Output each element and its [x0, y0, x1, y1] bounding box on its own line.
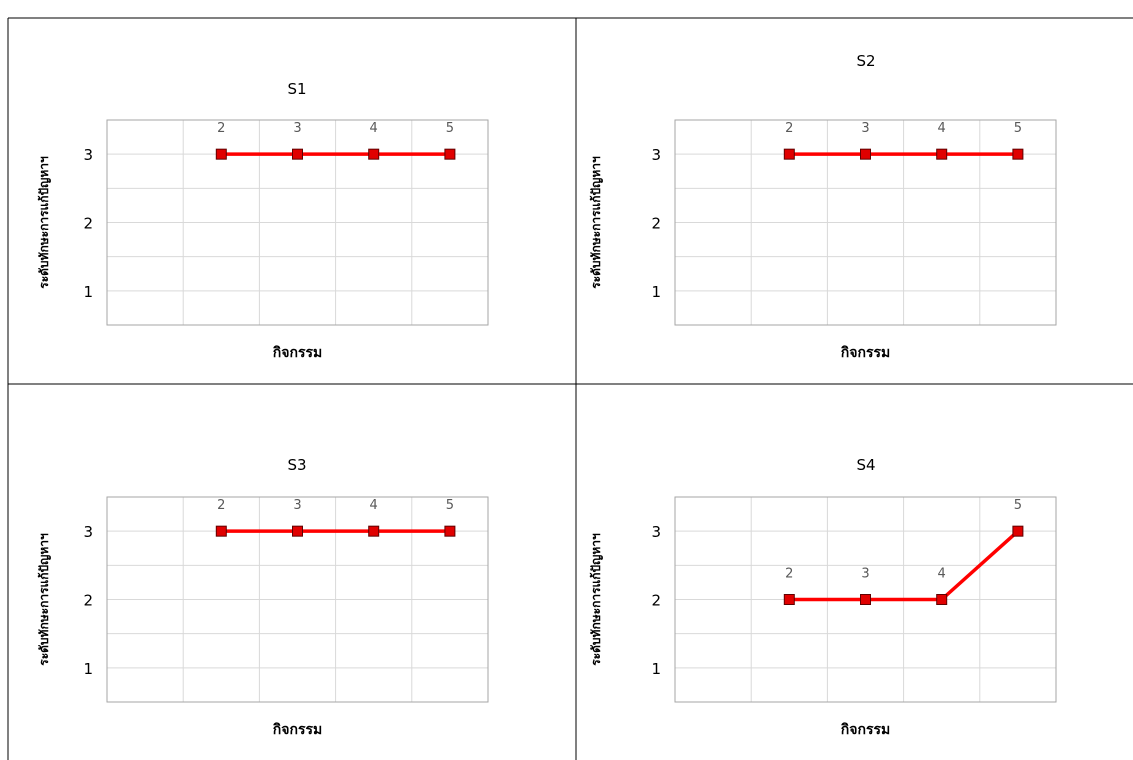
data-label: 5: [1014, 498, 1022, 513]
chart-title: S4: [856, 456, 875, 474]
data-point: [292, 525, 303, 537]
data-label: 2: [217, 121, 225, 136]
data-point: [860, 594, 871, 605]
y-tick-label: 2: [651, 592, 661, 610]
chart-1: 1 2 3 S1 กิจกรรม ระดับทักษะการแก้ปัญหาฯ 2 3 4 5: [37, 80, 489, 361]
cell-borders: [7, 17, 1133, 760]
plot-border: [106, 496, 489, 703]
y-tick-label: 1: [651, 660, 661, 678]
data-point: [444, 148, 456, 160]
y-tick-label: 2: [83, 592, 93, 610]
data-label: 4: [370, 498, 378, 513]
y-tick-label: 2: [651, 215, 661, 233]
chart-3: 1 2 3 S3 กิจกรรม ระดับทักษะการแก้ปัญหาฯ 2 3 4 5: [37, 456, 489, 738]
y-axis-label: ระดับทักษะการแก้ปัญหาฯ: [589, 156, 603, 289]
y-tick-label: 3: [651, 146, 661, 164]
y-tick-label: 3: [83, 523, 93, 541]
data-label: 4: [938, 121, 946, 136]
y-tick-label: 2: [83, 215, 93, 233]
data-label: 2: [217, 498, 225, 513]
data-point: [1012, 148, 1024, 160]
x-axis-label: กิจกรรม: [272, 722, 322, 738]
data-label: 3: [293, 498, 301, 513]
y-tick-label: 3: [83, 146, 93, 164]
x-axis-label: กิจกรรม: [840, 345, 890, 361]
x-axis-label: กิจกรรม: [272, 345, 322, 361]
data-point: [292, 148, 303, 160]
data-point: [783, 594, 795, 605]
series-line: [789, 529, 1020, 602]
data-point: [368, 525, 380, 537]
data-point: [1012, 525, 1024, 537]
data-point: [783, 148, 795, 160]
data-label: 5: [446, 121, 454, 136]
data-point: [215, 525, 227, 537]
data-point: [860, 148, 871, 160]
plot-border: [106, 119, 489, 326]
y-axis-label: ระดับทักษะการแก้ปัญหาฯ: [589, 533, 603, 666]
data-point: [368, 148, 380, 160]
y-axis-label: ระดับทักษะการแก้ปัญหาฯ: [37, 533, 51, 666]
data-point: [215, 148, 227, 160]
chart-title: S1: [287, 80, 306, 98]
chart-2: 1 2 3 S2 กิจกรรม ระดับทักษะการแก้ปัญหาฯ 2 3 4 5: [589, 52, 1057, 361]
chart-4: 1 2 3 S4 กิจกรรม ระดับทักษะการแก้ปัญหาฯ 2 3 4 5: [589, 456, 1057, 738]
data-label: 4: [370, 121, 378, 136]
data-label: 2: [785, 121, 793, 136]
data-label: 4: [938, 567, 946, 582]
y-tick-label: 1: [83, 660, 93, 678]
data-label: 5: [1014, 121, 1022, 136]
x-axis-label: กิจกรรม: [840, 722, 890, 738]
data-label: 3: [861, 121, 869, 136]
data-label: 2: [785, 567, 793, 582]
data-label: 5: [446, 498, 454, 513]
y-tick-label: 1: [83, 283, 93, 301]
y-tick-label: 3: [651, 523, 661, 541]
data-label: 3: [861, 567, 869, 582]
data-point: [444, 525, 456, 537]
chart-title: S2: [856, 52, 875, 70]
y-tick-label: 1: [651, 283, 661, 301]
y-axis-label: ระดับทักษะการแก้ปัญหาฯ: [37, 156, 51, 289]
data-point: [936, 594, 948, 605]
chart-title: S3: [287, 456, 306, 474]
plot-border: [674, 119, 1057, 326]
data-point: [936, 148, 948, 160]
data-label: 3: [293, 121, 301, 136]
plot-border: [674, 496, 1057, 703]
